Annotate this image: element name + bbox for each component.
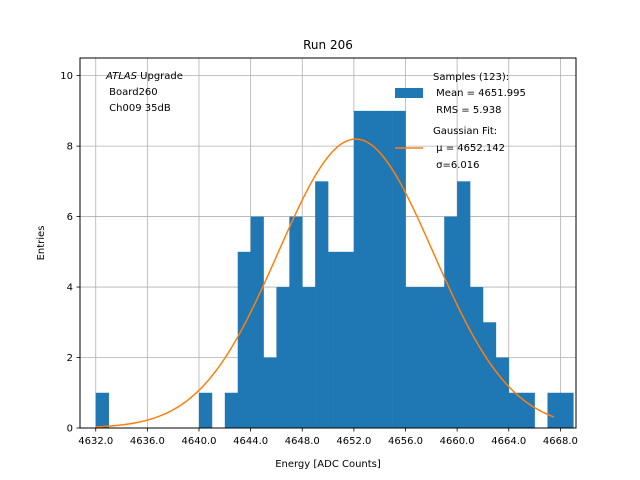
histogram-bar bbox=[521, 392, 535, 428]
histogram-bar bbox=[547, 392, 561, 428]
y-tick-label: 2 bbox=[67, 353, 73, 364]
histogram-bar bbox=[328, 251, 342, 428]
x-tick-label: 4648.0 bbox=[285, 436, 320, 447]
x-tick-label: 4656.0 bbox=[388, 436, 423, 447]
histogram-bar bbox=[431, 287, 445, 428]
histogram-bar bbox=[237, 251, 251, 428]
x-tick-label: 4660.0 bbox=[440, 436, 475, 447]
histogram-bar bbox=[418, 287, 432, 428]
annotation-line-2: Board260 bbox=[106, 87, 158, 98]
histogram-bar bbox=[405, 287, 419, 428]
histogram-bar bbox=[366, 110, 380, 428]
annotation-line-1: ATLAS Upgrade bbox=[105, 71, 183, 82]
legend-samples-line-3: RMS = 5.938 bbox=[433, 105, 501, 116]
annotation-italic: ATLAS bbox=[105, 71, 138, 82]
x-tick-label: 4632.0 bbox=[78, 436, 113, 447]
annotation-line-3: Ch009 35dB bbox=[106, 103, 171, 114]
legend-fit-line-2: μ = 4652.142 bbox=[433, 143, 505, 154]
histogram-bar bbox=[379, 110, 393, 428]
y-tick-label: 6 bbox=[67, 212, 73, 223]
y-tick-label: 8 bbox=[67, 142, 73, 153]
y-tick-label: 0 bbox=[67, 424, 73, 435]
histogram-bar bbox=[392, 110, 406, 428]
histogram-bar bbox=[482, 322, 497, 428]
legend-fit-line-1: Gaussian Fit: bbox=[433, 126, 497, 137]
histogram-bar bbox=[95, 392, 109, 428]
histogram-bar bbox=[470, 287, 484, 428]
histogram-bar bbox=[263, 357, 277, 428]
histogram-bar bbox=[353, 110, 368, 428]
x-axis-ticks: 4632.0 4636.0 4640.0 4644.0 4648.0 4652.0 4656… bbox=[78, 428, 578, 447]
histogram-bars bbox=[95, 110, 574, 428]
x-tick-label: 4652.0 bbox=[336, 436, 371, 447]
histogram-bar bbox=[508, 392, 522, 428]
legend: Samples (123): Mean = 4651.995 RMS = 5.9… bbox=[395, 72, 526, 171]
legend-samples-swatch bbox=[395, 88, 423, 98]
histogram-bar bbox=[276, 287, 290, 428]
histogram-bar bbox=[457, 181, 471, 428]
annotation-rest: Upgrade bbox=[137, 71, 183, 82]
legend-samples-line-2: Mean = 4651.995 bbox=[433, 88, 526, 99]
gaussian-fit-curve bbox=[95, 138, 555, 428]
x-tick-label: 4668.0 bbox=[543, 436, 578, 447]
legend-samples-line-1: Samples (123): bbox=[433, 72, 509, 83]
x-tick-label: 4644.0 bbox=[233, 436, 268, 447]
legend-fit-line-3: σ=6.016 bbox=[433, 160, 480, 171]
histogram-bar bbox=[198, 392, 213, 428]
histogram-bar bbox=[444, 216, 458, 428]
annotation: ATLAS Upgrade Board260 Ch009 35dB bbox=[105, 71, 183, 114]
y-axis-ticks: 0 2 4 6 8 10 bbox=[60, 71, 80, 435]
y-tick-label: 10 bbox=[60, 71, 73, 82]
histogram-bar bbox=[495, 357, 510, 428]
x-tick-label: 4636.0 bbox=[130, 436, 165, 447]
histogram-bar bbox=[250, 216, 264, 428]
histogram-bar bbox=[289, 216, 303, 428]
histogram-bar bbox=[224, 392, 239, 428]
x-tick-label: 4664.0 bbox=[491, 436, 526, 447]
x-tick-label: 4640.0 bbox=[181, 436, 216, 447]
y-tick-label: 4 bbox=[67, 283, 73, 294]
histogram-bar bbox=[560, 392, 574, 428]
chart-title: Run 206 bbox=[303, 38, 353, 52]
histogram-bar bbox=[340, 251, 355, 428]
histogram-bar bbox=[302, 287, 316, 428]
plot-frame bbox=[79, 57, 577, 429]
x-axis-label: Energy [ADC Counts] bbox=[275, 459, 381, 470]
y-axis-label: Entries bbox=[36, 226, 47, 261]
histogram-bar bbox=[315, 181, 329, 428]
